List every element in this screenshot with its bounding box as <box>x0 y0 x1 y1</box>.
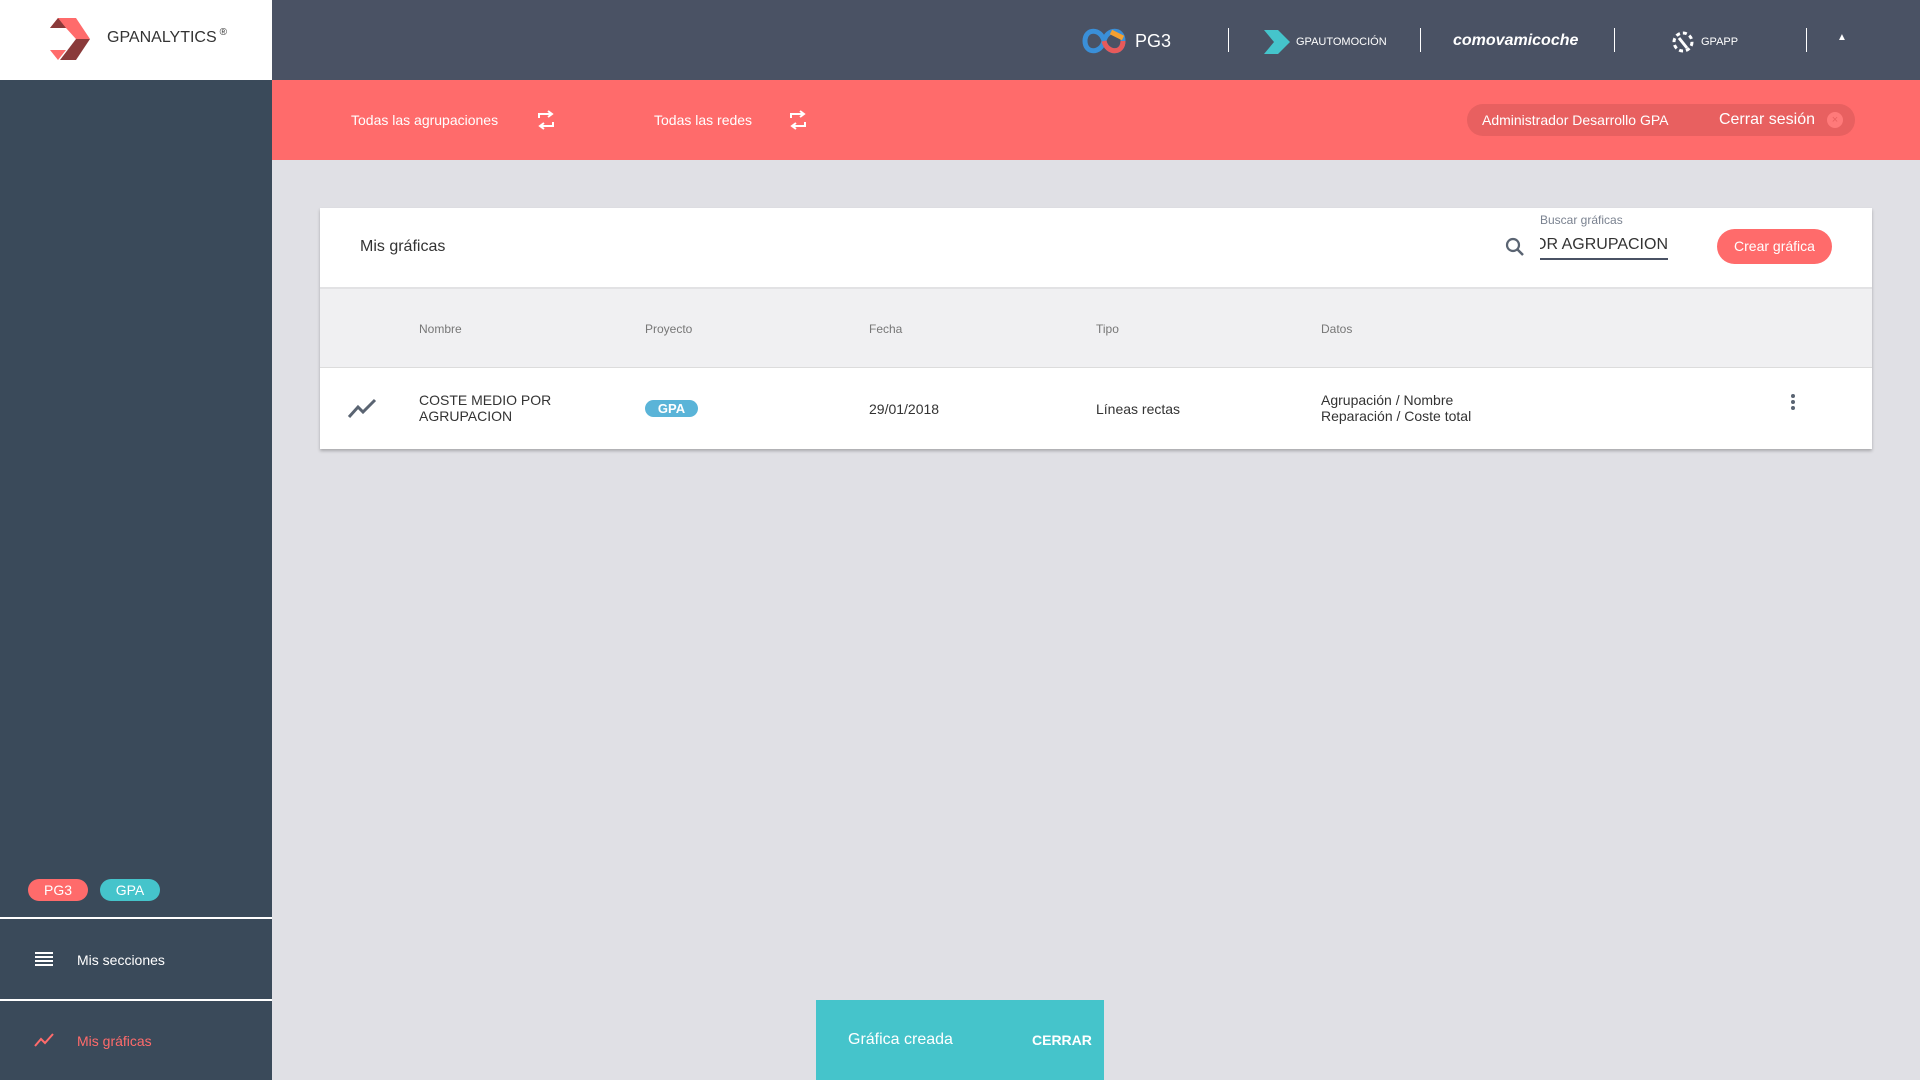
chart-type: Líneas rectas <box>1096 401 1181 417</box>
app-label: GPAUTOMOCIÓN <box>1296 36 1387 48</box>
line-chart-icon <box>347 398 377 419</box>
chart-name: COSTE MEDIO POR AGRUPACION <box>419 392 552 424</box>
column-header[interactable]: Tipo <box>1096 322 1119 336</box>
swap-icon[interactable] <box>788 109 808 131</box>
filter-bar: Todas las agrupaciones Todas las redes A… <box>272 80 1920 160</box>
menu-icon <box>35 952 53 966</box>
logo-text: GPANALYTICS <box>107 29 217 46</box>
sidebar-item-mis-secciones[interactable]: Mis secciones <box>0 919 272 999</box>
tag-gpa[interactable]: GPA <box>100 879 160 901</box>
logo-wordmark: GPANALYTICS ® <box>107 28 227 48</box>
pg3-logo-icon <box>1082 28 1126 54</box>
project-badge: GPA <box>645 400 698 417</box>
divider <box>1228 28 1229 52</box>
logout-button[interactable]: Cerrar sesión <box>1718 111 1815 128</box>
sidebar-item-label: Mis secciones <box>77 952 165 968</box>
app-comovamicoche[interactable]: comovamicoche <box>1453 32 1578 50</box>
page-title: Mis gráficas <box>360 238 446 255</box>
charts-card: Mis gráficas Buscar gráficas Crear gráfi… <box>320 208 1872 449</box>
search-icon[interactable] <box>1504 236 1526 258</box>
app-gpautomocion[interactable]: GPAUTOMOCIÓN <box>1264 30 1387 54</box>
trending-icon <box>34 1033 54 1047</box>
close-icon[interactable]: × <box>1827 112 1843 128</box>
table-row[interactable]: COSTE MEDIO POR AGRUPACION GPA 29/01/2018… <box>320 368 1872 449</box>
sidebar-item-mis-graficas[interactable]: Mis gráficas <box>0 1001 272 1080</box>
app-label: comovamicoche <box>1453 32 1579 49</box>
gpanalytics-logo-icon <box>50 18 90 60</box>
app-gpapp[interactable]: GPAPP <box>1671 30 1738 54</box>
chart-date: 29/01/2018 <box>869 401 940 417</box>
divider <box>0 917 272 919</box>
divider <box>1806 28 1807 52</box>
search-input[interactable] <box>1540 232 1668 260</box>
logo-area: GPANALYTICS ® <box>0 0 272 80</box>
column-header[interactable]: Datos <box>1321 322 1353 336</box>
snackbar-message: Gráfica creada <box>848 1031 953 1048</box>
chart-data: Agrupación / Nombre Reparación / Coste to… <box>1321 392 1472 424</box>
sidebar-item-label: Mis gráficas <box>77 1033 152 1049</box>
divider <box>1614 28 1615 52</box>
divider <box>0 999 272 1001</box>
gpapp-logo-icon <box>1672 31 1694 53</box>
column-header[interactable]: Proyecto <box>645 322 693 336</box>
snackbar-close-button[interactable]: CERRAR <box>1032 1032 1092 1048</box>
swap-icon[interactable] <box>536 109 556 131</box>
table-header: Nombre Proyecto Fecha Tipo Datos <box>320 287 1872 368</box>
more-vert-icon[interactable] <box>1789 393 1797 413</box>
snackbar: Gráfica creada CERRAR <box>816 1000 1104 1080</box>
column-header[interactable]: Fecha <box>869 322 903 336</box>
registered-mark: ® <box>219 27 228 38</box>
app-label: GPAPP <box>1701 36 1739 48</box>
app-label: PG3 <box>1135 30 1172 51</box>
app-pg3[interactable]: PG3 <box>1081 28 1171 54</box>
user-pill: Administrador Desarrollo GPA Cerrar sesi… <box>1467 104 1855 136</box>
user-name: Administrador Desarrollo GPA <box>1482 112 1669 128</box>
divider <box>1420 28 1421 52</box>
gpautomocion-logo-icon <box>1264 30 1290 54</box>
top-bar: PG3 GPAUTOMOCIÓN comovamicoche GPAPP ▲ <box>272 0 1920 80</box>
search-label: Buscar gráficas <box>1540 213 1623 227</box>
sidebar: PG3 GPA Mis secciones Mis gráficas <box>0 80 272 1080</box>
groupings-filter[interactable]: Todas las agrupaciones <box>351 112 499 128</box>
caret-up-icon[interactable]: ▲ <box>1837 32 1847 43</box>
tag-pg3[interactable]: PG3 <box>28 879 88 901</box>
networks-filter[interactable]: Todas las redes <box>654 112 753 128</box>
column-header[interactable]: Nombre <box>419 322 462 336</box>
create-chart-button[interactable]: Crear gráfica <box>1717 229 1832 264</box>
